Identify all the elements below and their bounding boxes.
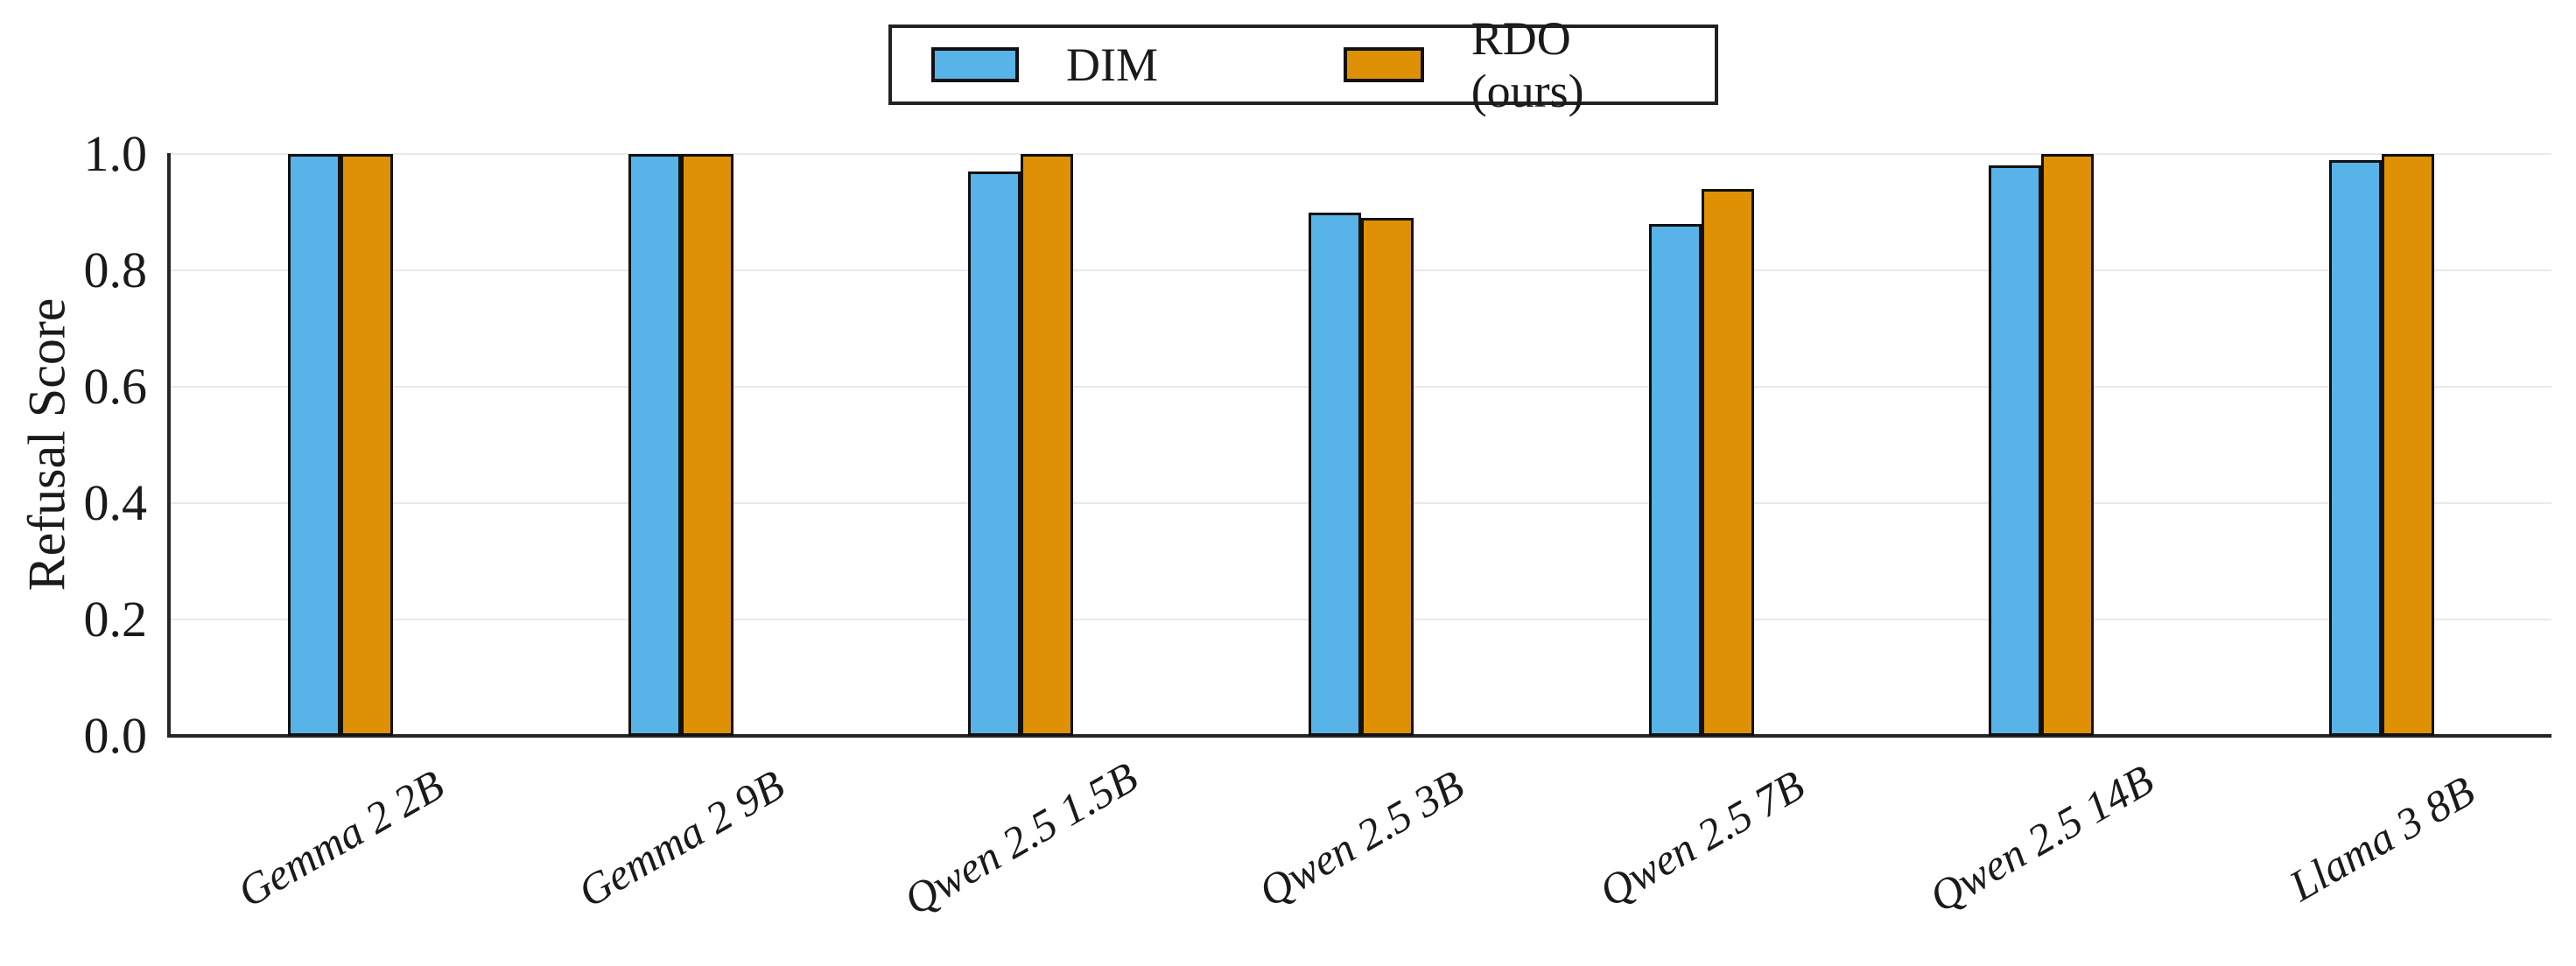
bar-dim-qwen-2.5-7b [1648, 223, 1702, 736]
rdo-legend-label: RDO (ours) [1470, 12, 1584, 117]
legend-item-rdo: RDO (ours) [1344, 12, 1675, 117]
x-tick-label-gemma-2-2b: Gemma 2 2B [229, 760, 453, 917]
y-axis-label: Refusal Score [18, 298, 76, 592]
x-tick-label-qwen-2.5-1.5b: Qwen 2.5 1.5B [895, 752, 1147, 925]
x-axis-spine [167, 734, 2551, 738]
bar-dim-qwen-2.5-1.5b [968, 171, 1021, 736]
y-axis-spine [167, 153, 171, 738]
y-tick-label-1.0: 1.0 [83, 125, 148, 182]
dim-color-swatch [931, 47, 1019, 82]
bar-rdo-ours--qwen-2.5-1.5b [1021, 154, 1074, 736]
y-tick-label-0.6: 0.6 [83, 358, 148, 415]
bar-dim-qwen-2.5-3b [1309, 212, 1361, 736]
y-tick-label-0.8: 0.8 [83, 242, 148, 298]
x-tick-label-qwen-2.5-14b: Qwen 2.5 14B [1920, 754, 2162, 922]
y-tick-label-0.4: 0.4 [83, 474, 148, 531]
dim-legend-label: DIM [1066, 38, 1158, 91]
plot-area: Gemma 2 2B Gemma 2 9B Qwen 2.5 1.5B Qwen 2.… [167, 153, 2551, 925]
rdo-color-swatch [1344, 47, 1424, 82]
x-tick-label-llama-3-8b: Llama 3 8B [2280, 766, 2482, 911]
bar-rdo-ours--llama-3-8b [2381, 154, 2434, 736]
bar-rdo-ours--gemma-2-2b [340, 154, 394, 736]
bar-rdo-ours--qwen-2.5-3b [1361, 218, 1414, 736]
x-tick-label-gemma-2-9b: Gemma 2 9B [569, 760, 792, 917]
bar-dim-llama-3-8b [2328, 159, 2382, 736]
gridline-1.0 [171, 153, 2551, 155]
bar-dim-gemma-2-9b [628, 154, 681, 736]
x-tick-label-qwen-2.5-7b: Qwen 2.5 7B [1590, 760, 1813, 917]
x-tick-label-qwen-2.5-3b: Qwen 2.5 3B [1250, 760, 1472, 917]
bar-dim-qwen-2.5-14b [1989, 165, 2042, 736]
bar-rdo-ours--qwen-2.5-14b [2041, 154, 2095, 736]
bar-rdo-ours--gemma-2-9b [680, 154, 733, 736]
bar-dim-gemma-2-2b [288, 154, 341, 736]
legend: DIM RDO (ours) [888, 12, 1718, 117]
bar-rdo-ours--qwen-2.5-7b [1701, 188, 1754, 736]
y-tick-label-0.0: 0.0 [83, 707, 148, 764]
y-tick-label-0.2: 0.2 [83, 591, 148, 648]
legend-item-dim: DIM [931, 38, 1158, 91]
